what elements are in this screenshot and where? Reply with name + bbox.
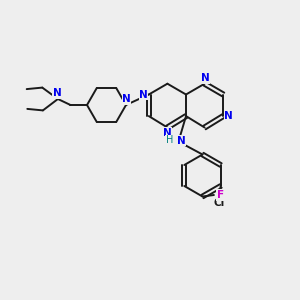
- Text: Cl: Cl: [214, 197, 225, 208]
- Text: N: N: [53, 88, 62, 98]
- Text: N: N: [139, 89, 148, 100]
- Text: N: N: [122, 94, 131, 104]
- Text: N: N: [163, 128, 172, 138]
- Text: H: H: [166, 135, 173, 145]
- Text: F: F: [217, 190, 224, 200]
- Text: N: N: [177, 136, 186, 146]
- Text: N: N: [224, 111, 233, 121]
- Text: N: N: [201, 73, 210, 83]
